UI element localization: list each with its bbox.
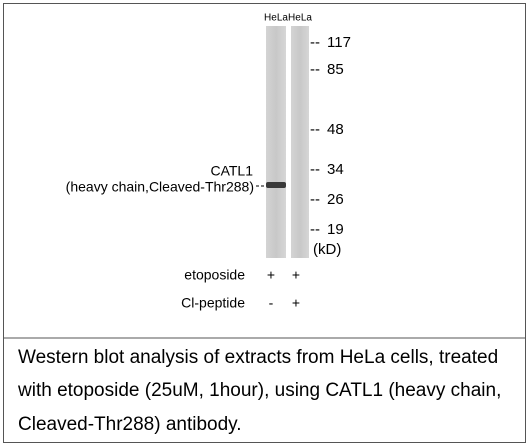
treatment-sign: + bbox=[292, 295, 300, 311]
caption: with etoposide (25uM, 1hour), using CATL… bbox=[17, 380, 501, 401]
treatment-name: etoposide bbox=[184, 267, 245, 283]
treatment-sign: + bbox=[267, 267, 275, 283]
lane-2 bbox=[291, 26, 309, 258]
band-label: (heavy chain,Cleaved-Thr288) bbox=[66, 179, 254, 195]
marker-dash: -- bbox=[310, 34, 320, 51]
caption: Western blot analysis of extracts from H… bbox=[18, 347, 498, 368]
band bbox=[266, 182, 286, 188]
marker-label: 26 bbox=[327, 191, 344, 208]
marker-dash: -- bbox=[310, 121, 320, 138]
marker-label: 48 bbox=[327, 121, 344, 138]
band-label: CATL1 bbox=[210, 163, 253, 179]
marker-dash: -- bbox=[310, 221, 320, 238]
marker-label: 34 bbox=[327, 161, 344, 178]
marker-label: 117 bbox=[327, 34, 351, 51]
marker-label: 19 bbox=[327, 221, 344, 238]
treatment-name: Cl-peptide bbox=[181, 295, 245, 311]
caption: Cleaved-Thr288) antibody. bbox=[18, 414, 242, 435]
lane-label: HeLa bbox=[264, 13, 288, 24]
frame bbox=[3, 3, 526, 443]
marker-dash: -- bbox=[310, 191, 320, 208]
treatment-sign: + bbox=[292, 267, 300, 283]
lane-1 bbox=[266, 26, 286, 258]
unit: (kD) bbox=[313, 241, 341, 258]
marker-dash: -- bbox=[310, 61, 320, 78]
treatment-sign: - bbox=[269, 295, 274, 311]
marker-label: 85 bbox=[327, 61, 344, 78]
marker-dash: -- bbox=[310, 161, 320, 178]
markers: -- 117 -- 85 -- 48 -- 34 -- 26 -- 19 (kD… bbox=[310, 34, 351, 258]
lane-label: HeLa bbox=[288, 13, 312, 24]
